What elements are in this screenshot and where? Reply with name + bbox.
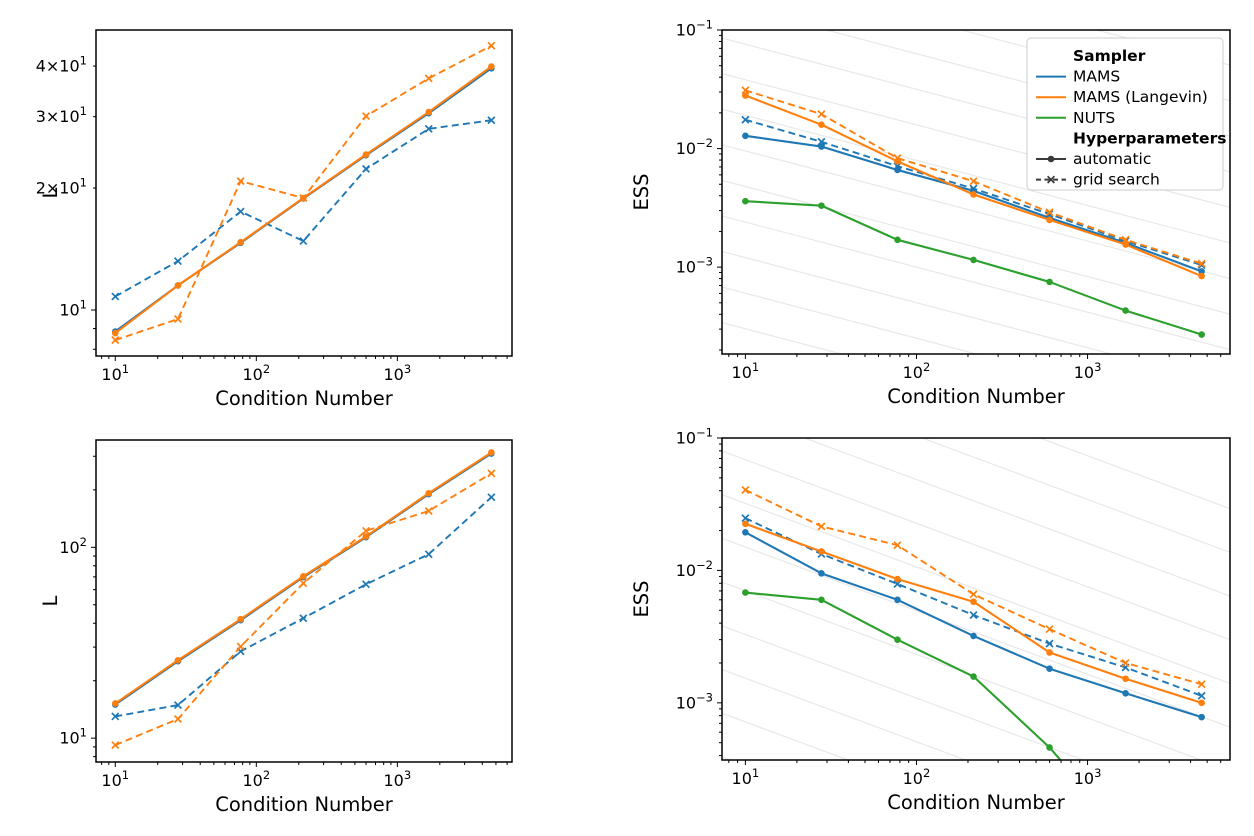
x-axis-label: Condition Number (887, 791, 1066, 814)
series-mams-langevin--grid-search (111, 469, 496, 750)
x-axis-label: Condition Number (215, 793, 394, 816)
axes-spines (721, 437, 1231, 761)
x-tick-label: 103 (384, 768, 412, 790)
legend-label: MAMS (1073, 68, 1120, 86)
x-tick-label: 101 (101, 768, 129, 790)
x-tick-label: 102 (242, 768, 270, 790)
axis-ticks (91, 455, 508, 767)
axis-ticks (91, 65, 508, 361)
x-axis-label: Condition Number (215, 387, 394, 410)
legend-label: grid search (1073, 171, 1160, 189)
x-tick-label: 101 (732, 360, 760, 382)
x-tick-label: 102 (903, 360, 931, 382)
y-tick-label: 101 (59, 726, 87, 748)
legend-entry: Hyperparameters (1073, 129, 1226, 147)
y-tick-label: 10−1 (676, 18, 713, 40)
axes-spines (721, 29, 1231, 355)
series-mams-langevin--automatic (111, 449, 495, 707)
y-tick-label: 101 (59, 298, 87, 320)
legend-label: MAMS (Langevin) (1073, 88, 1208, 106)
y-tick-label: 3×101 (36, 104, 87, 126)
axes-spines (95, 29, 513, 357)
legend-label: automatic (1073, 150, 1151, 168)
series-mams-langevin--automatic (111, 63, 495, 337)
x-axis-label: Condition Number (887, 385, 1066, 408)
axes-spines (95, 439, 513, 763)
y-tick-label: 102 (59, 535, 87, 557)
series-nuts-automatic (742, 589, 1062, 760)
plot-bottom-right: 101 102 103 10−1 10−2 10−3 Condition Number ESS (630, 426, 1231, 814)
legend-entry: Sampler (1073, 47, 1146, 65)
plot-bottom-left: 101 102 103 101 102 Condition Number L (39, 439, 513, 816)
legend-entry: automatic (1036, 150, 1151, 168)
series-mams-grid-search (111, 493, 496, 721)
axis-ticks (717, 29, 1222, 359)
x-tick-label: 102 (903, 766, 931, 788)
series-mams-langevin--grid-search (111, 41, 496, 345)
series-mams-automatic (742, 529, 1205, 721)
series-mams-langevin--automatic (742, 92, 1205, 280)
legend-box (1026, 37, 1224, 191)
y-tick-label: 4×101 (36, 54, 87, 76)
legend-entry: grid search (1036, 171, 1160, 189)
x-tick-label: 102 (242, 362, 270, 384)
series-mams-langevin--automatic (742, 520, 1205, 707)
plot-top-left: 101 102 103 101 2×101 3×101 4×101 Condition Num… (36, 29, 513, 410)
y-tick-label: 10−3 (676, 690, 713, 712)
guide-lines (722, 30, 1230, 354)
legend-entry: NUTS (1036, 109, 1115, 127)
y-tick-label: 10−3 (676, 255, 713, 277)
x-tick-label: 101 (732, 766, 760, 788)
y-axis-label: L (39, 187, 62, 198)
series-nuts-automatic (742, 197, 1205, 338)
y-tick-label: 10−2 (676, 136, 713, 158)
y-tick-label: 2×101 (36, 176, 87, 198)
plot-top-right: 101 102 103 10−1 10−2 10−3 Condition Number ESS (630, 18, 1231, 408)
series-mams-grid-search (741, 514, 1206, 700)
x-tick-label: 103 (384, 362, 412, 384)
legend-label: NUTS (1073, 109, 1115, 127)
legend: Sampler MAMS MAMS (Langevin) NUTS Hyperparam… (1026, 37, 1226, 191)
x-tick-label: 103 (1074, 766, 1102, 788)
y-axis-label: L (39, 595, 62, 606)
y-tick-label: 10−1 (676, 426, 713, 448)
legend-entry: MAMS (1036, 68, 1120, 86)
x-tick-label: 101 (101, 362, 129, 384)
series-mams-grid-search (111, 116, 496, 301)
y-axis-label: ESS (630, 173, 653, 210)
legend-entry: MAMS (Langevin) (1036, 88, 1208, 106)
x-tick-label: 103 (1074, 360, 1102, 382)
series-mams-langevin--grid-search (741, 86, 1206, 268)
series-mams-langevin--grid-search (741, 485, 1206, 689)
legend-header: Hyperparameters (1073, 129, 1226, 147)
axis-ticks (717, 437, 1222, 765)
y-axis-label: ESS (630, 580, 653, 617)
y-tick-label: 10−2 (676, 558, 713, 580)
legend-header: Sampler (1073, 47, 1146, 65)
